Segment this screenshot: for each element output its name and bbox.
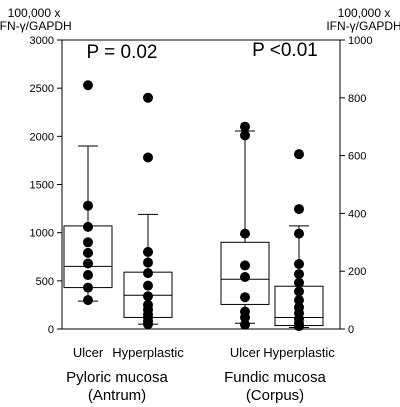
right-axis-tick-label: 800	[348, 93, 366, 105]
p-value-fundic: P <0.01	[252, 40, 318, 61]
right-axis-tick-label: 200	[348, 266, 366, 278]
left-axis-title: 100,000 x IFN-γ/GAPDH	[0, 6, 72, 33]
category-label-pyloric-ulcer: Ulcer	[73, 345, 104, 360]
data-point-fundic-hyperplastic	[294, 269, 304, 280]
data-point-pyloric-ulcer	[83, 270, 93, 281]
data-point-pyloric-ulcer	[83, 80, 93, 91]
right-axis-title-line1: 100,000 x	[338, 6, 391, 20]
data-point-fundic-hyperplastic	[294, 258, 304, 269]
data-point-pyloric-ulcer	[83, 237, 93, 248]
data-point-pyloric-ulcer	[83, 200, 93, 211]
right-axis-ticks: 0 200 400 600 800 1000	[340, 35, 372, 336]
right-axis-tick-label: 600	[348, 151, 366, 163]
data-point-pyloric-hyperplastic	[143, 92, 153, 103]
data-point-fundic-hyperplastic	[294, 277, 304, 288]
box-series	[63, 80, 324, 332]
category-label-fundic-hyperplastic: Hyperplastic	[263, 345, 335, 360]
data-point-pyloric-ulcer	[83, 258, 93, 269]
data-point-pyloric-ulcer	[83, 282, 93, 293]
data-point-pyloric-ulcer	[83, 221, 93, 232]
left-axis-tick-label: 1000	[30, 228, 54, 240]
data-point-pyloric-hyperplastic	[143, 291, 153, 302]
p-value-pyloric: P = 0.02	[87, 42, 158, 63]
data-point-pyloric-hyperplastic	[143, 268, 153, 279]
group-label-pyloric-line1: Pyloric mucosa	[66, 369, 168, 386]
group-label-pyloric-line2: (Antrum)	[88, 387, 146, 404]
data-point-fundic-ulcer	[240, 228, 250, 239]
right-axis-tick-label: 0	[348, 324, 354, 336]
data-point-fundic-hyperplastic	[294, 228, 304, 239]
data-point-pyloric-ulcer	[83, 295, 93, 306]
box-fundic-ulcer	[220, 241, 270, 305]
data-point-fundic-hyperplastic	[294, 149, 304, 160]
data-point-pyloric-hyperplastic	[143, 319, 153, 330]
left-axis-tick-label: 2500	[30, 83, 54, 95]
left-axis-title-line2: IFN-γ/GAPDH	[0, 19, 72, 33]
right-axis-tick-label: 400	[348, 208, 366, 220]
left-axis-ticks: 0 500 1000 1500 2000 2500 3000	[30, 35, 62, 336]
group-label-fundic-line2: (Corpus)	[246, 387, 304, 404]
data-point-fundic-ulcer	[240, 121, 250, 132]
data-point-pyloric-hyperplastic	[143, 280, 153, 291]
left-axis-tick-label: 2000	[30, 131, 54, 143]
left-axis-tick-label: 0	[48, 324, 54, 336]
data-point-fundic-ulcer	[240, 271, 250, 282]
data-point-pyloric-hyperplastic	[143, 246, 153, 257]
data-point-fundic-ulcer	[240, 130, 250, 141]
left-axis-tick-label: 1500	[30, 180, 54, 192]
left-axis-title-line1: 100,000 x	[8, 6, 61, 20]
data-point-fundic-hyperplastic	[294, 295, 304, 306]
data-point-pyloric-ulcer	[83, 247, 93, 258]
data-point-pyloric-hyperplastic	[143, 152, 153, 163]
data-point-fundic-ulcer	[240, 292, 250, 303]
left-axis-tick-label: 500	[36, 276, 54, 288]
data-point-fundic-hyperplastic	[294, 204, 304, 215]
right-axis-title-line2: IFN-γ/GAPDH	[326, 19, 400, 33]
data-point-fundic-ulcer	[240, 319, 250, 330]
data-point-pyloric-hyperplastic	[143, 257, 153, 268]
category-label-fundic-ulcer: Ulcer	[230, 345, 261, 360]
data-point-fundic-ulcer	[240, 312, 250, 323]
group-label-fundic-line1: Fundic mucosa	[224, 369, 326, 386]
right-axis-tick-label: 1000	[348, 35, 372, 47]
data-point-fundic-hyperplastic	[294, 286, 304, 297]
data-point-fundic-hyperplastic	[294, 321, 304, 332]
left-axis-tick-label: 3000	[30, 35, 54, 47]
category-label-pyloric-hyperplastic: Hyperplastic	[112, 345, 184, 360]
data-point-fundic-ulcer	[240, 260, 250, 271]
right-axis-title: 100,000 x IFN-γ/GAPDH	[326, 6, 400, 33]
